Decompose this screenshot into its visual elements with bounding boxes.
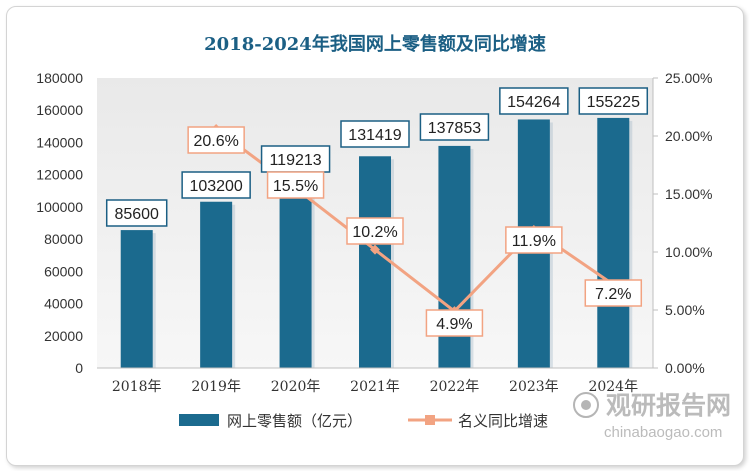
growth-value-label-6-text: 7.2% (595, 286, 631, 303)
legend-bar-swatch (179, 414, 219, 426)
chart-title: 2018-2024年我国网上零售额及同比增速 (204, 33, 546, 55)
y-left-tick-label: 100000 (36, 199, 83, 215)
bar-0 (120, 230, 153, 368)
growth-value-label-1-box (187, 126, 245, 154)
growth-value-label-5-box (505, 226, 563, 254)
growth-value-label-1: 20.6% (187, 126, 245, 154)
growth-value-label-5: 11.9% (505, 226, 563, 254)
bar-value-label-4-text: 137853 (428, 120, 481, 137)
growth-value-label-3: 10.2% (346, 217, 404, 245)
y-left-tick-label: 80000 (44, 231, 83, 247)
y-right-tick-label: 0.00% (665, 360, 705, 376)
growth-value-label-5-text: 11.9% (512, 233, 556, 250)
bar-value-label-0-box (105, 199, 168, 227)
x-tick-label: 2018年 (112, 379, 162, 395)
y-left-tick-label: 140000 (36, 134, 83, 150)
growth-point-3 (370, 244, 380, 255)
growth-value-label-3-box (346, 217, 404, 245)
x-tick-label: 2023年 (509, 379, 559, 395)
bar-value-label-1: 103200 (181, 171, 251, 199)
bar-2 (279, 175, 312, 368)
y-right-tick-label: 5.00% (665, 302, 705, 318)
x-tick-label: 2021年 (350, 379, 400, 395)
bar-value-label-3-box (340, 120, 410, 148)
bar-value-label-6-text: 155225 (587, 94, 640, 111)
growth-value-label-1-text: 20.6% (193, 133, 238, 150)
bar-1 (200, 201, 233, 368)
y-right-tick-label: 15.00% (665, 186, 712, 202)
y-right-tick-label: 10.00% (665, 244, 712, 260)
bar-value-label-3-text: 131419 (348, 127, 401, 144)
bar-value-label-1-text: 103200 (189, 178, 242, 195)
legend-line-label: 名义同比增速 (458, 413, 548, 430)
x-tick-label: 2020年 (271, 379, 321, 395)
bar-value-label-5-text: 154264 (507, 94, 560, 111)
bar-value-label-2-box (260, 145, 331, 173)
bar-value-label-4-box (419, 113, 490, 141)
y-left-tick-label: 120000 (36, 167, 83, 183)
bar-value-label-5-box (499, 87, 569, 115)
y-right-tick-label: 20.00% (665, 128, 712, 144)
watermark-url: chinabaogao.com (604, 424, 722, 441)
y-left-tick-label: 160000 (36, 102, 83, 118)
growth-value-label-4-box (425, 309, 484, 337)
y-left-tick-label: 60000 (44, 263, 83, 279)
bar-3 (359, 156, 391, 368)
growth-value-label-2: 15.5% (266, 171, 325, 199)
x-tick-label: 2024年 (588, 379, 638, 395)
y-left-tick-label: 40000 (44, 296, 83, 312)
growth-value-label-4: 4.9% (425, 309, 484, 337)
bar-value-label-5: 154264 (499, 87, 569, 115)
growth-value-label-3-text: 10.2% (352, 224, 397, 241)
x-tick-label: 2022年 (430, 379, 480, 395)
legend-line-marker (425, 415, 435, 425)
growth-value-label-2-box (266, 171, 325, 199)
bar-value-label-6: 155225 (578, 87, 649, 115)
bar-6 (597, 117, 630, 368)
y-right-tick-label: 25.00% (665, 70, 712, 86)
bar-value-label-4: 137853 (419, 113, 490, 141)
watermark-logo-icon (573, 392, 599, 418)
y-left-tick-label: 0 (75, 360, 83, 376)
x-tick-label: 2019年 (191, 379, 241, 395)
y-left-tick-label: 20000 (44, 328, 83, 344)
bar-value-label-0-text: 85600 (114, 206, 159, 223)
watermark-text: 观研报告网 (606, 392, 731, 420)
bar-value-label-0: 85600 (105, 199, 168, 227)
bar-value-label-1-box (181, 171, 251, 199)
growth-value-label-4-text: 4.9% (436, 316, 472, 333)
legend-bar-label: 网上零售额（亿元） (227, 413, 362, 430)
growth-value-label-2-text: 15.5% (273, 178, 318, 195)
bar-value-label-6-box (578, 87, 649, 115)
growth-value-label-6-box (584, 279, 643, 307)
bar-value-label-3: 131419 (340, 120, 410, 148)
bar-value-label-2-text: 119213 (269, 152, 321, 169)
growth-value-label-6: 7.2% (584, 279, 643, 307)
watermark: 观研报告网 chinabaogao.com (573, 392, 731, 441)
bar-value-label-2: 119213 (260, 145, 331, 173)
y-left-tick-label: 180000 (36, 70, 83, 86)
